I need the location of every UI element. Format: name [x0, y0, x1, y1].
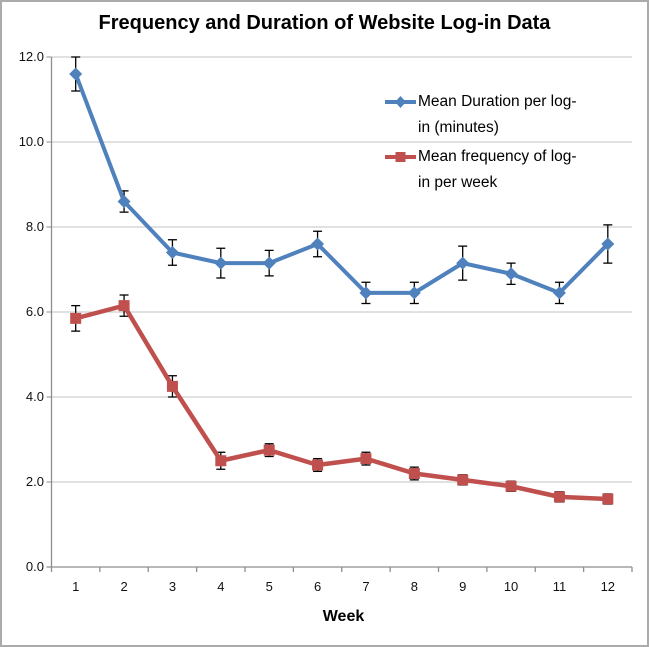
- legend-entry-frequency: Mean frequency of log- in per week: [384, 144, 577, 196]
- frequency-marker-square: [166, 380, 178, 392]
- x-tick-label: 2: [120, 579, 128, 594]
- x-tick-label: 11: [552, 579, 567, 594]
- duration-series-line: [73, 72, 610, 295]
- duration-marker-diamond: [601, 237, 615, 251]
- duration-marker-diamond: [214, 256, 228, 270]
- frequency-marker-square: [312, 459, 324, 471]
- frequency-marker-square: [553, 491, 565, 503]
- x-tick-label: 1: [72, 579, 80, 594]
- frequency-series-line: [73, 303, 611, 502]
- x-tick-label: 3: [168, 579, 177, 594]
- duration-marker-diamond: [262, 256, 276, 270]
- x-tick-label: 10: [503, 579, 519, 594]
- duration-legend-marker: [395, 96, 406, 108]
- duration-marker-diamond: [359, 286, 373, 300]
- frequency-marker-square: [70, 312, 82, 324]
- legend-entry-duration: Mean Duration per log- in (minutes): [384, 89, 577, 141]
- frequency-marker-square: [457, 474, 469, 486]
- duration-marker-diamond: [407, 286, 421, 300]
- duration-marker-diamond: [165, 246, 179, 259]
- duration-series-legend-marker-icon: [385, 96, 416, 108]
- x-tick-label: 8: [410, 579, 418, 594]
- duration-marker-diamond: [456, 256, 470, 270]
- y-tick-label: 0.0: [25, 559, 44, 574]
- frequency-marker-square: [505, 480, 517, 492]
- legend-label-frequency: Mean frequency of log- in per week: [418, 148, 577, 191]
- frequency-legend-marker: [395, 152, 406, 162]
- y-tick-label: 4.0: [25, 389, 44, 404]
- y-tick-label: 2.0: [25, 474, 44, 489]
- duration-marker-diamond: [117, 195, 131, 208]
- x-tick-label: 9: [459, 579, 467, 594]
- duration-marker-diamond: [552, 286, 566, 300]
- frequency-marker-square: [602, 493, 614, 505]
- duration-marker-diamond: [311, 237, 325, 251]
- x-tick-label: 6: [313, 579, 322, 594]
- frequency-marker-square: [118, 300, 130, 312]
- x-axis-title: Week: [322, 608, 365, 625]
- duration-marker-diamond: [69, 67, 83, 81]
- y-tick-label: 6.0: [25, 304, 44, 319]
- frequency-series-legend-marker-icon: [385, 152, 416, 162]
- frequency-marker-square: [215, 455, 227, 467]
- y-tick-label: 10.0: [18, 134, 44, 149]
- y-tick-label: 8.0: [25, 219, 44, 234]
- legend-label-duration: Mean Duration per log- in (minutes): [418, 93, 577, 136]
- y-tick-label: 12.0: [18, 49, 44, 64]
- duration-marker-diamond: [504, 267, 518, 281]
- legend: Mean Duration per log- in (minutes) Mean…: [384, 89, 577, 199]
- x-tick-label: 12: [600, 579, 616, 594]
- chart-title: Frequency and Duration of Website Log-in…: [98, 12, 551, 34]
- frequency-marker-square: [360, 453, 372, 465]
- x-tick-label: 5: [265, 579, 273, 594]
- frequency-marker-square: [263, 444, 275, 456]
- frequency-marker-square: [408, 468, 420, 479]
- x-tick-label: 7: [362, 579, 370, 594]
- x-tick-label: 4: [217, 579, 225, 594]
